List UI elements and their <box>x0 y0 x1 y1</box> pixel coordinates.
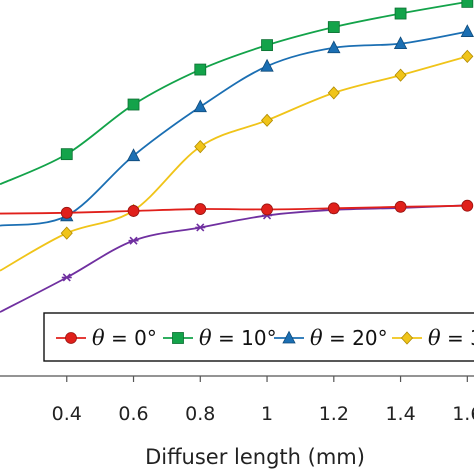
diamond-data-point <box>260 113 274 127</box>
circle-data-point <box>327 202 340 215</box>
x-axis-title: Diffuser length (mm) <box>145 445 365 469</box>
diamond-data-point <box>327 86 340 100</box>
legend-label: θ = 10° <box>199 326 277 350</box>
series-0 <box>0 199 474 219</box>
square-data-point <box>327 21 340 33</box>
x-tick-label: 1 <box>261 403 273 425</box>
x-tick-label: 1.4 <box>385 403 415 425</box>
circle-data-point <box>60 206 73 219</box>
series-line <box>0 0 468 186</box>
series-line <box>0 55 468 272</box>
diamond-data-point <box>194 140 207 154</box>
triangle-data-point <box>126 148 141 162</box>
x-tick-label: 0.8 <box>185 403 215 425</box>
legend-label: θ = 0° <box>92 326 157 350</box>
legend-square-marker <box>172 332 184 344</box>
square-data-point <box>194 63 207 76</box>
legend-item: θ = 30 <box>392 326 474 350</box>
legend-item: θ = 20° <box>274 326 388 350</box>
diamond-data-point <box>394 68 407 82</box>
x-tick-label: 0.4 <box>52 403 82 425</box>
asterisk-data-point <box>61 273 72 282</box>
x-tick-label: 1.6 <box>452 403 474 425</box>
legend-diamond-marker <box>400 331 414 345</box>
series-3 <box>0 49 474 272</box>
x-tick-label: 1.2 <box>319 403 349 425</box>
circle-data-point <box>194 203 207 215</box>
legend-label: θ = 20° <box>310 326 388 350</box>
circle-data-point <box>261 203 273 216</box>
legend-item: θ = 0° <box>56 326 157 350</box>
square-data-point <box>60 148 73 161</box>
circle-data-point <box>461 199 474 212</box>
triangle-data-point <box>393 36 408 50</box>
series-line <box>0 204 468 215</box>
legend-triangle-marker <box>282 330 296 344</box>
square-data-point <box>461 0 474 8</box>
legend-item: θ = 10° <box>163 326 277 350</box>
diamond-data-point <box>60 226 73 240</box>
series-2 <box>0 24 474 227</box>
series-line <box>0 204 468 313</box>
triangle-data-point <box>260 58 274 72</box>
legend: θ = 0° θ = 10° θ = 20° θ = 30 <box>43 312 474 362</box>
circle-data-point <box>127 205 140 217</box>
series-1 <box>0 0 474 186</box>
x-tick-label: 0.6 <box>118 403 148 425</box>
circle-data-point <box>394 200 407 213</box>
diamond-data-point <box>461 49 474 63</box>
square-data-point <box>394 7 407 20</box>
triangle-data-point <box>327 40 341 54</box>
axes: 0.4 0.6 0.8 1 1.2 1.4 1.6 <box>0 375 474 425</box>
square-data-point <box>127 98 140 111</box>
legend-label: θ = 30 <box>428 326 474 350</box>
series-layer <box>0 0 474 313</box>
triangle-data-point <box>460 24 474 37</box>
asterisk-data-point <box>128 236 139 245</box>
triangle-data-point <box>193 99 207 113</box>
series-line <box>0 30 468 227</box>
legend-circle-marker <box>65 332 77 344</box>
asterisk-data-point <box>195 223 206 232</box>
square-data-point <box>261 39 273 52</box>
